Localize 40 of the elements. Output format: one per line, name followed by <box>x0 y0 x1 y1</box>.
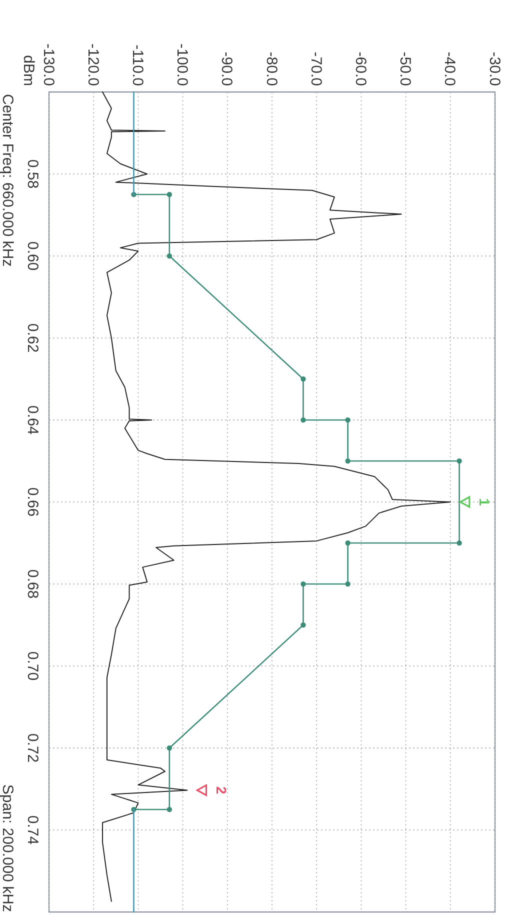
y-tick-label: 0.64 <box>24 405 41 435</box>
point <box>456 458 462 464</box>
y-tick-label: 0.60 <box>24 241 41 271</box>
y-tick-label: 0.66 <box>24 487 41 517</box>
line-series <box>102 92 451 902</box>
point <box>166 745 172 751</box>
y-tick-label: 0.74 <box>24 815 41 845</box>
y-tick-label: 0.68 <box>24 569 41 599</box>
point <box>300 376 306 382</box>
point <box>166 806 172 812</box>
point <box>166 253 172 259</box>
text: Span: 200.000 kHz <box>0 784 16 912</box>
text: Center Freq: 660.000 kHz <box>0 94 16 267</box>
x-tick-label: -40.0 <box>441 52 458 86</box>
x-tick-label: -80.0 <box>262 52 280 86</box>
y-tick-label: 0.62 <box>24 323 41 353</box>
point <box>300 417 306 423</box>
x-tick-label: -130.0 <box>40 43 57 86</box>
annotation: 2 <box>213 786 230 794</box>
x-tick-label: -90.0 <box>218 52 236 86</box>
x-tick-label: -60.0 <box>352 52 369 86</box>
point <box>456 540 462 546</box>
y-tick-label: 0.58 <box>24 159 41 189</box>
x-tick-label: -50.0 <box>396 52 414 86</box>
x-tick-label: -110.0 <box>128 44 146 86</box>
y-tick-label: 0.70 <box>24 651 41 681</box>
x-tick-label: -100.0 <box>174 43 191 86</box>
point <box>345 458 350 464</box>
point <box>300 581 306 587</box>
x-tick-label: -30.0 <box>486 52 503 86</box>
point <box>345 540 350 546</box>
annotation: 1 <box>476 498 492 506</box>
point <box>345 417 350 423</box>
text: dBm <box>20 55 37 86</box>
x-tick-label: -70.0 <box>307 52 324 86</box>
point <box>300 622 306 628</box>
point <box>345 581 350 587</box>
x-tick-label: -120.0 <box>84 43 102 86</box>
y-tick-label: 0.72 <box>24 733 41 763</box>
point <box>166 192 172 198</box>
